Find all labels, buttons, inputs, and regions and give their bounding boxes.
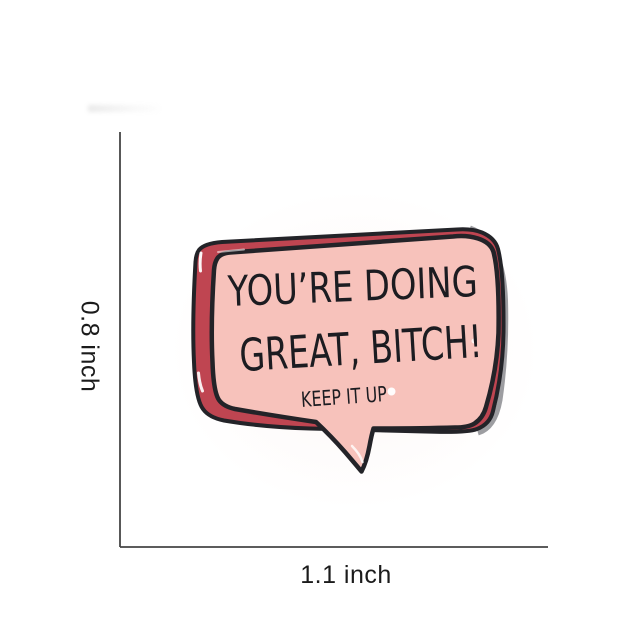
height-dimension-label: 0.8 inch — [75, 300, 104, 393]
highlight-dot-exclamation — [471, 338, 477, 344]
highlight-left-top — [198, 251, 203, 273]
pin-inner-shape — [209, 233, 501, 474]
highlight-tail — [350, 444, 364, 464]
highlight-inner-top — [217, 248, 245, 253]
pin-text-line1: YOU’RE DOING — [226, 257, 479, 316]
highlight-left-bottom — [197, 371, 204, 393]
pin-text-line3: KEEP IT UP — [300, 382, 387, 412]
width-dimension-label: 1.1 inch — [300, 561, 392, 589]
faint-watermark-artifact — [88, 105, 160, 112]
highlight-dot-after-up — [387, 387, 396, 396]
